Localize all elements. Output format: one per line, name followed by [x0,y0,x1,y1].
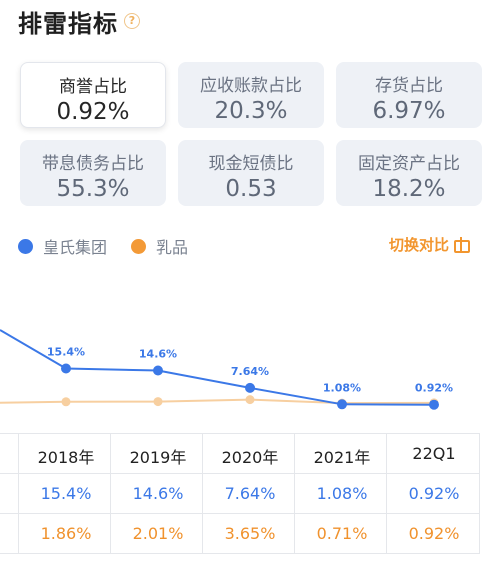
metric-label: 带息债务占比 [42,154,144,174]
company-point [429,399,439,410]
legend-label: 乳品 [156,238,189,257]
table-cell-company: 14.6% [132,484,184,503]
table-cell-company: 15.4% [40,484,92,503]
company-point [245,382,255,393]
table-divider [0,473,480,474]
table-cell-company: 7.64% [224,484,276,503]
metric-value: 18.2% [372,176,446,202]
page-title: 排雷指标 [18,9,118,38]
metric-value: 20.3% [214,98,288,124]
table-header-cell: 22Q1 [412,444,456,463]
metric-card-inventory[interactable]: 存货占比 6.97% [336,62,482,128]
table-divider [0,513,480,514]
switch-compare-button[interactable]: 切换对比 [388,234,470,255]
legend-dot-company [18,238,33,254]
company-line [0,329,435,406]
table-cell-industry: 1.86% [40,524,92,543]
legend-label: 皇氏集团 [43,238,108,257]
table-header-cell: 2021年 [313,448,371,467]
legend-item-company[interactable]: 皇氏集团 [18,234,107,258]
company-point [337,399,347,410]
company-data-label: 0.92% [415,382,453,395]
section-header: 排雷指标 ? [18,4,140,38]
company-data-label: 1.08% [323,381,361,394]
metric-value: 0.92% [56,99,130,125]
table-col-divider [18,433,19,553]
table-col-divider [294,433,295,553]
metric-value: 6.97% [372,98,446,124]
industry-line [0,398,435,405]
industry-point [153,397,163,407]
company-point [61,363,71,374]
question-icon[interactable]: ? [124,13,140,29]
metric-label: 现金短债比 [208,154,294,174]
metric-card-receivables[interactable]: 应收账款占比 20.3% [178,62,324,128]
legend-dot-industry [131,238,147,254]
table-header-cell: 2019年 [129,448,187,467]
table-header-cell: 2020年 [221,448,279,467]
metric-label: 存货占比 [375,76,443,96]
table-divider [0,553,480,554]
company-data-label: 14.6% [139,348,177,361]
compare-icon [454,236,470,253]
table-col-divider [110,433,111,553]
industry-point [245,395,255,405]
industry-point [61,397,71,407]
table-header-cell: 2018年 [37,448,95,467]
company-series: 15.4% 14.6% 7.64% 1.08% 0.92% [0,329,453,410]
table-cell-industry: 2.01% [132,524,184,543]
table-col-divider [479,433,480,553]
metric-label: 应收账款占比 [200,76,302,96]
table-col-divider [386,433,387,553]
metric-value: 55.3% [56,176,130,202]
company-point [153,365,163,376]
company-data-label: 7.64% [231,365,269,378]
table-cell-company: 1.08% [316,484,368,503]
industry-series [0,395,439,408]
table-divider [0,433,480,434]
metric-value: 0.53 [225,176,277,202]
table-cell-industry: 3.65% [224,524,276,543]
legend-item-industry[interactable]: 乳品 [131,234,188,258]
metric-card-goodwill[interactable]: 商誉占比 0.92% [20,62,166,128]
metric-label: 固定资产占比 [358,154,460,174]
line-chart: 15.4% 14.6% 7.64% 1.08% 0.92% [0,329,453,410]
metric-card-fixed-assets[interactable]: 固定资产占比 18.2% [336,140,482,206]
company-data-label: 15.4% [47,346,85,359]
metric-label: 商誉占比 [59,77,127,97]
switch-compare-label: 切换对比 [388,236,449,254]
metric-card-cash-short-debt[interactable]: 现金短债比 0.53 [178,140,324,206]
table-cell-industry: 0.92% [408,524,460,543]
chart-legend: 皇氏集团 乳品 [18,234,212,258]
table-cell-company: 0.92% [408,484,460,503]
table-cell-industry: 0.71% [316,524,368,543]
metric-card-interest-debt[interactable]: 带息债务占比 55.3% [20,140,166,206]
table-col-divider [202,433,203,553]
